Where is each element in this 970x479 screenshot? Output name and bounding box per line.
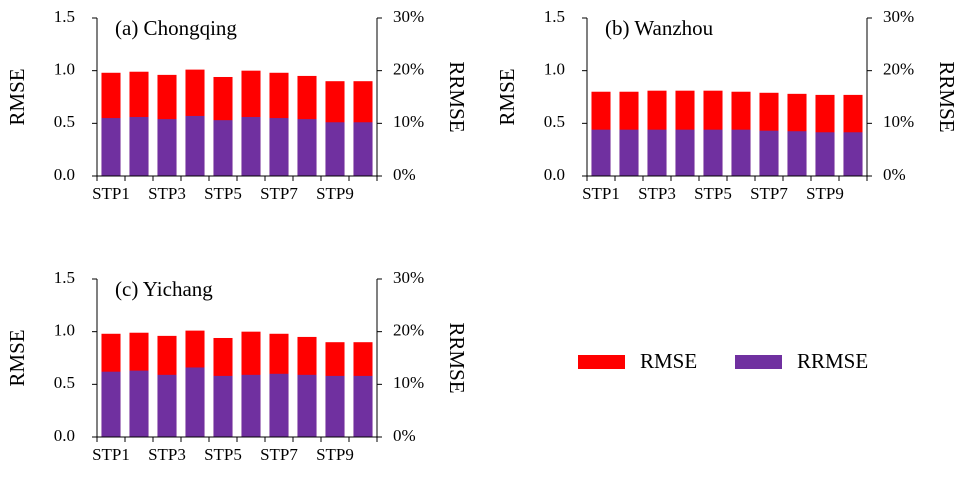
x-tick-label: STP5 <box>204 445 242 464</box>
y-tick-label: 1.0 <box>544 60 565 79</box>
bar <box>325 122 345 176</box>
bar <box>269 118 289 176</box>
x-tick-label: STP1 <box>582 184 620 203</box>
bar <box>591 129 611 176</box>
y-tick-label: 0.5 <box>54 373 75 392</box>
x-tick-label: STP3 <box>638 184 676 203</box>
y-tick-label: 1.5 <box>54 268 75 287</box>
bar <box>213 375 233 437</box>
bar <box>843 132 863 176</box>
legend-label: RRMSE <box>797 349 868 373</box>
legend-swatch <box>578 355 625 369</box>
x-tick-label: STP9 <box>316 184 354 203</box>
y2-axis-label: RRMSE <box>445 322 469 393</box>
legend-label: RMSE <box>640 349 697 373</box>
y2-tick-label: 20% <box>393 60 424 79</box>
bar <box>759 130 779 176</box>
bar <box>157 374 177 437</box>
y2-tick-label: 30% <box>883 7 914 26</box>
y-tick-label: 0.5 <box>54 112 75 131</box>
y-tick-label: 1.5 <box>544 7 565 26</box>
x-tick-label: STP7 <box>260 184 298 203</box>
bar <box>129 370 149 437</box>
y2-tick-label: 0% <box>393 426 416 445</box>
y-tick-label: 0.0 <box>54 426 75 445</box>
bar <box>129 117 149 176</box>
y-tick-label: 0.0 <box>54 165 75 184</box>
chart-title: (a) Chongqing <box>115 16 237 40</box>
bar <box>353 122 373 176</box>
chart-title: (c) Yichang <box>115 277 213 301</box>
legend-swatch <box>735 355 782 369</box>
bar <box>703 129 723 176</box>
y2-axis-label: RRMSE <box>445 61 469 132</box>
x-tick-label: STP1 <box>92 184 130 203</box>
x-tick-label: STP5 <box>694 184 732 203</box>
y-axis-label: RMSE <box>5 68 29 125</box>
y2-tick-label: 30% <box>393 268 424 287</box>
bar <box>101 371 121 437</box>
bar <box>815 132 835 176</box>
x-tick-label: STP1 <box>92 445 130 464</box>
y-axis-label: RMSE <box>495 68 519 125</box>
x-tick-label: STP9 <box>806 184 844 203</box>
y-axis-label: RMSE <box>5 329 29 386</box>
y-tick-label: 1.0 <box>54 60 75 79</box>
y2-tick-label: 0% <box>883 165 906 184</box>
y2-tick-label: 0% <box>393 165 416 184</box>
bar <box>101 118 121 176</box>
bar <box>269 373 289 437</box>
y2-tick-label: 20% <box>393 321 424 340</box>
bar <box>675 129 695 176</box>
bar <box>241 374 261 437</box>
y2-axis-label: RRMSE <box>935 61 959 132</box>
x-tick-label: STP3 <box>148 184 186 203</box>
bar <box>185 115 205 176</box>
y-tick-label: 1.0 <box>54 321 75 340</box>
y-tick-label: 1.5 <box>54 7 75 26</box>
y-tick-label: 0.5 <box>544 112 565 131</box>
bar <box>647 129 667 176</box>
bar <box>185 367 205 437</box>
bar <box>241 117 261 176</box>
y2-tick-label: 20% <box>883 60 914 79</box>
bar <box>353 375 373 437</box>
bar <box>297 374 317 437</box>
x-tick-label: STP5 <box>204 184 242 203</box>
x-tick-label: STP3 <box>148 445 186 464</box>
bar <box>157 119 177 176</box>
bar <box>213 120 233 176</box>
x-tick-label: STP9 <box>316 445 354 464</box>
x-tick-label: STP7 <box>750 184 788 203</box>
y-tick-label: 0.0 <box>544 165 565 184</box>
chart-title: (b) Wanzhou <box>605 16 714 40</box>
y2-tick-label: 30% <box>393 7 424 26</box>
bar <box>787 131 807 176</box>
x-tick-label: STP7 <box>260 445 298 464</box>
y2-tick-label: 10% <box>393 373 424 392</box>
bar <box>325 375 345 437</box>
bar <box>619 129 639 176</box>
y2-tick-label: 10% <box>393 112 424 131</box>
bar <box>731 129 751 176</box>
y2-tick-label: 10% <box>883 112 914 131</box>
bar <box>297 119 317 176</box>
